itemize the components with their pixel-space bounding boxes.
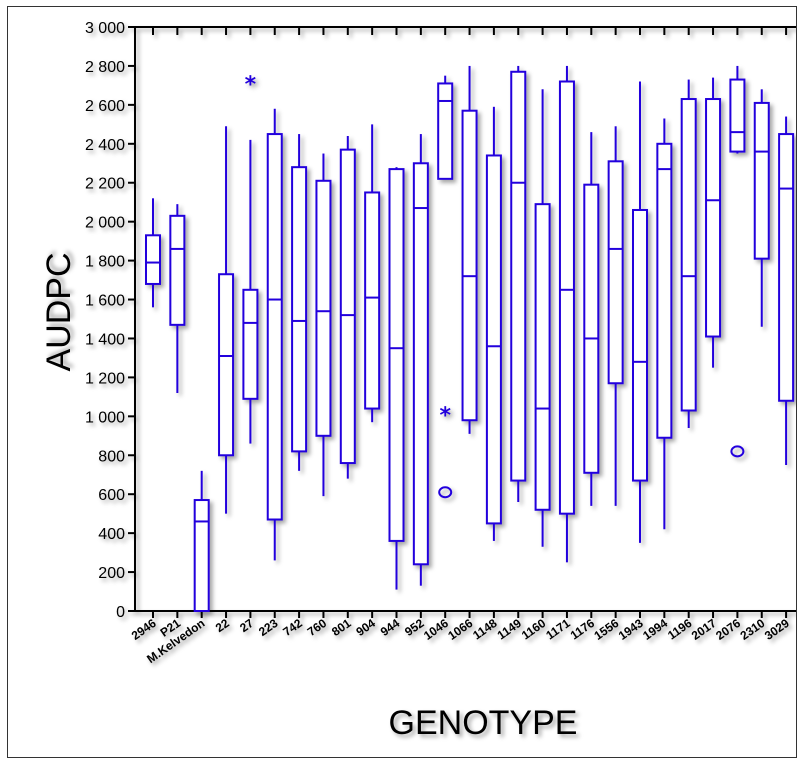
x-axis-label: GENOTYPE — [389, 704, 578, 742]
box-27 — [242, 139, 259, 444]
box-iqr — [485, 154, 502, 525]
box-22 — [218, 126, 235, 514]
box-944 — [388, 167, 405, 590]
y-tick-label: 0 — [116, 604, 125, 621]
box-223 — [266, 108, 283, 561]
box-iqr — [534, 203, 551, 511]
box-iqr — [145, 234, 161, 285]
box-1046 — [437, 75, 454, 180]
box-iqr — [729, 78, 746, 153]
box-801 — [339, 136, 356, 479]
box-iqr — [778, 133, 795, 402]
box-2076 — [729, 65, 746, 154]
box-760 — [315, 153, 332, 497]
x-tick-label: 1196 — [665, 616, 695, 643]
box-iqr — [680, 98, 697, 412]
box-iqr — [218, 273, 235, 457]
axes — [128, 26, 796, 618]
outlier-markers: ** — [245, 73, 745, 499]
y-tick-label: 400 — [98, 526, 125, 543]
y-tick-label: 2 000 — [85, 215, 125, 232]
box-iqr — [364, 191, 381, 410]
x-tick-label: 1176 — [568, 616, 598, 643]
box-iqr — [656, 142, 673, 439]
y-tick-label: 1 800 — [85, 254, 125, 271]
box-iqr — [412, 162, 429, 566]
x-tick-label: 944 — [378, 616, 403, 639]
box-742 — [291, 134, 308, 471]
box-iqr — [510, 70, 527, 482]
y-tick-label: 2 400 — [85, 137, 125, 154]
y-tick-label: 1 400 — [85, 331, 125, 348]
x-tick-label: 1148 — [470, 616, 500, 643]
y-tick-label: 1 600 — [85, 293, 125, 310]
box-iqr — [339, 148, 356, 465]
box-1556 — [607, 126, 624, 506]
box-iqr — [169, 214, 186, 326]
x-tick-label: 760 — [305, 616, 330, 639]
box-iqr — [437, 82, 454, 180]
box-iqr — [461, 109, 478, 422]
box-iqr — [193, 499, 210, 613]
y-tick-labels: 0 200 400 600 800 1 000 1 200 1 400 1 600 1 800 2 … — [85, 20, 125, 621]
y-tick-label: 800 — [98, 448, 125, 465]
y-tick-label: 600 — [98, 487, 125, 504]
box-1149 — [510, 65, 527, 502]
x-tick-label: 22 — [213, 616, 232, 635]
x-tick-label: 801 — [329, 616, 354, 639]
box-952 — [412, 134, 429, 586]
box-2310 — [753, 89, 770, 327]
box-1943 — [632, 81, 648, 543]
box-1176 — [583, 132, 600, 506]
box-1066 — [461, 65, 478, 434]
x-tick-label: 223 — [256, 616, 281, 639]
box-3029 — [778, 116, 795, 465]
y-tick-label: 2 200 — [85, 176, 125, 193]
box-P21 — [169, 204, 186, 393]
box-iqr — [753, 101, 770, 260]
box-series — [145, 65, 795, 613]
box-iqr — [388, 168, 405, 542]
x-tick-label: 1171 — [543, 616, 573, 643]
boxplot-chart: 0 200 400 600 800 1 000 1 200 1 400 1 600 1 800 2 … — [40, 20, 796, 742]
box-iqr — [315, 179, 332, 437]
box-2946 — [145, 198, 161, 308]
x-tick-label: 27 — [237, 616, 256, 635]
outlier-star: * — [439, 403, 451, 428]
x-tick-label: 1149 — [495, 616, 525, 643]
y-tick-label: 2 600 — [85, 98, 125, 115]
outlier-star: * — [245, 73, 257, 98]
box-iqr — [583, 183, 600, 474]
x-tick-label: 1160 — [519, 616, 549, 643]
outlier-circle — [438, 486, 453, 499]
box-iqr — [291, 166, 308, 453]
y-axis-label: AUDPC — [40, 252, 78, 371]
box-904 — [364, 124, 381, 423]
box-iqr — [705, 98, 722, 338]
box-1160 — [534, 89, 551, 547]
box-iqr — [632, 208, 648, 482]
x-tick-label: 904 — [353, 616, 378, 639]
box-iqr — [607, 160, 624, 385]
box-2017 — [705, 77, 722, 368]
box-iqr — [242, 288, 259, 400]
box-M.Kelvedon — [193, 470, 210, 613]
y-tick-label: 2 800 — [85, 59, 125, 76]
y-tick-label: 1 000 — [85, 409, 125, 426]
box-1171 — [558, 65, 575, 563]
y-tick-label: 200 — [98, 565, 125, 582]
y-tick-label: 1 200 — [85, 370, 125, 387]
box-1196 — [680, 79, 697, 429]
x-tick-label: 2946 — [129, 616, 159, 643]
box-1148 — [485, 106, 502, 541]
x-tick-label: 742 — [280, 616, 305, 639]
x-tick-label: 3029 — [762, 616, 792, 643]
box-iqr — [558, 80, 575, 515]
y-tick-label: 3 000 — [85, 20, 125, 37]
box-1994 — [656, 118, 673, 530]
outlier-circle — [730, 445, 745, 458]
chart-frame: 0 200 400 600 800 1 000 1 200 1 400 1 600 1 800 2 … — [7, 6, 797, 758]
box-iqr — [266, 133, 283, 521]
